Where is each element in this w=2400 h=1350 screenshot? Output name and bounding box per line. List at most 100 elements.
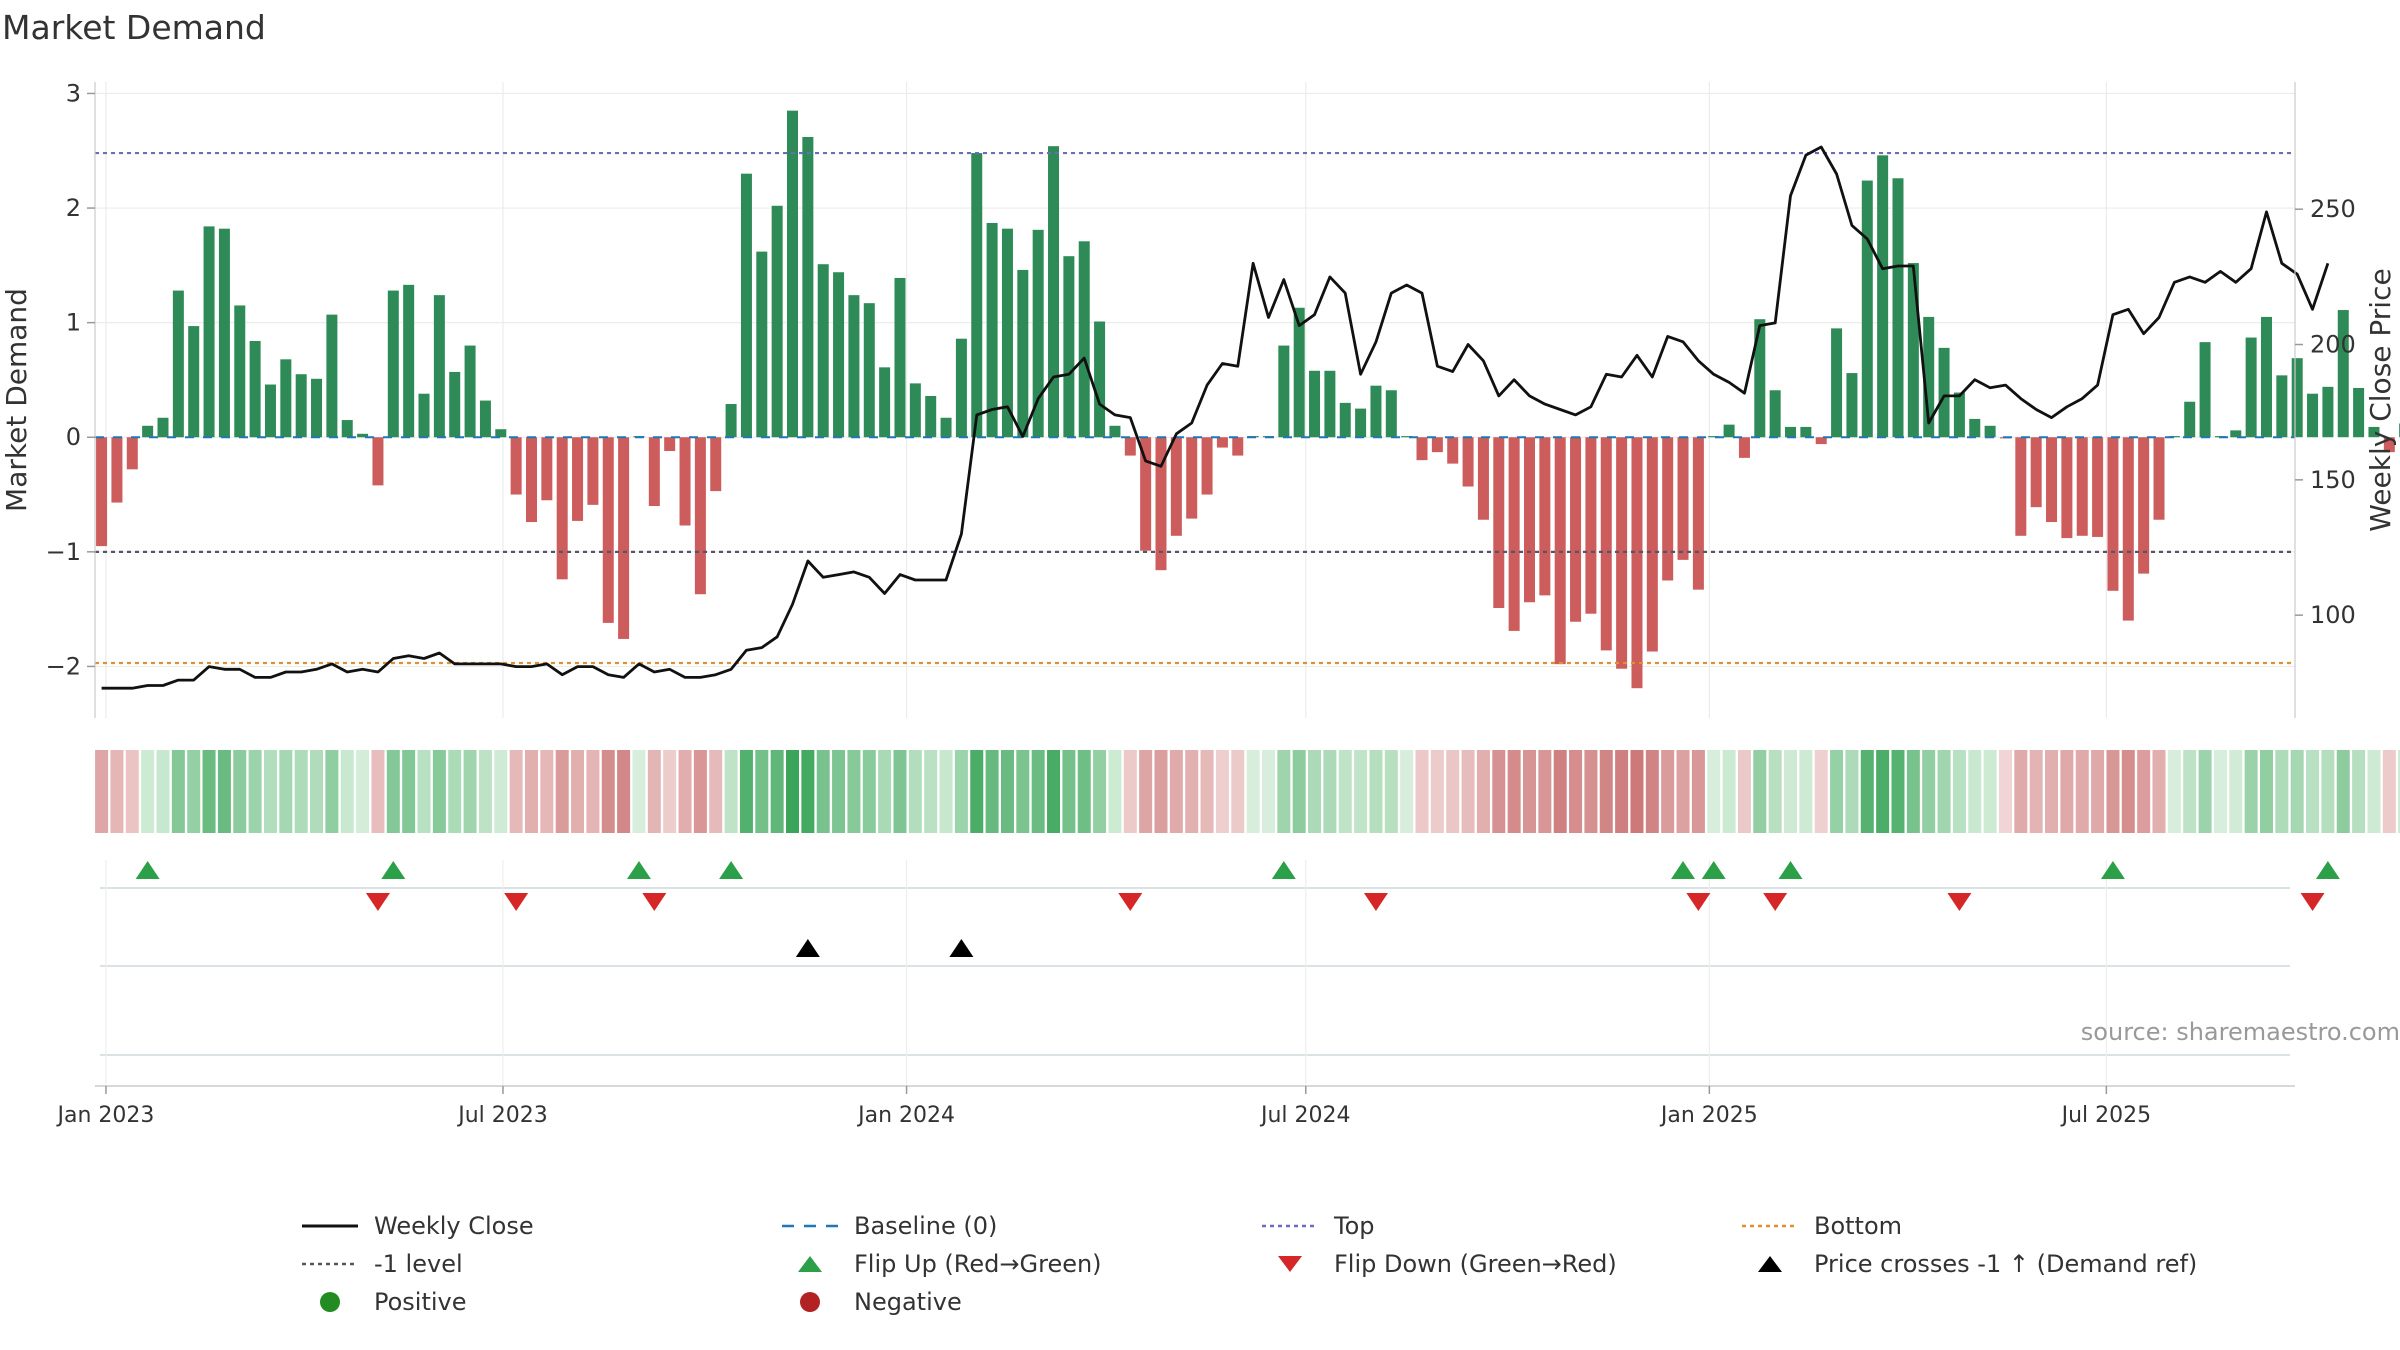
demand-bar-positive [2307, 393, 2319, 438]
legend-label: Positive [374, 1288, 467, 1316]
heat-cell [1952, 750, 1966, 833]
heat-cell [171, 750, 185, 833]
x-tick-label: Jan 2023 [56, 1103, 155, 1128]
demand-bar-negative [541, 437, 553, 501]
demand-bar-positive [1877, 155, 1889, 438]
demand-bar-positive [218, 228, 230, 438]
demand-bar-negative [587, 437, 599, 505]
heat-cell [233, 750, 247, 833]
heat-cell [1169, 750, 1183, 833]
demand-bar-negative [710, 437, 722, 492]
heat-cell [1492, 750, 1506, 833]
price-cross-marker [949, 939, 974, 957]
demand-bar-positive [802, 137, 814, 438]
heat-cell [2137, 750, 2151, 833]
heat-cell [1876, 750, 1890, 833]
demand-bar-positive [756, 251, 768, 438]
y-tick-label: −1 [46, 538, 81, 566]
demand-bar-positive [264, 384, 276, 438]
demand-bar-positive [955, 338, 967, 438]
demand-bar-positive [341, 420, 353, 438]
heat-cell [325, 750, 339, 833]
demand-bar-positive [1938, 347, 1950, 438]
weekly-close-line [101, 145, 2330, 690]
heat-cell [801, 750, 815, 833]
flip-up-marker [1271, 861, 1296, 879]
demand-bar-positive [1861, 180, 1873, 438]
demand-bar-positive [1370, 385, 1382, 438]
legend-swatch [1758, 1256, 1782, 1272]
demand-bar-positive [311, 378, 323, 438]
heat-cell [1553, 750, 1567, 833]
heat-cell [878, 750, 892, 833]
heat-cell [1799, 750, 1813, 833]
x-tick-label: Jan 2024 [856, 1103, 955, 1128]
y2-axis-label: Weekly Close Price [2364, 268, 2397, 531]
demand-bar-positive [433, 295, 445, 438]
heat-cell [954, 750, 968, 833]
demand-bar-negative [556, 437, 568, 580]
heat-cell [1998, 750, 2012, 833]
demand-bar-positive [2230, 430, 2242, 438]
legend-item: Bottom [1740, 1208, 1902, 1244]
demand-bar-negative [1462, 437, 1474, 487]
heat-cell [1215, 750, 1229, 833]
heat-cell [509, 750, 523, 833]
demand-bar-negative [2107, 437, 2119, 591]
demand-bar-negative [602, 437, 614, 623]
heat-cell [1676, 750, 1690, 833]
heat-cell [1538, 750, 1552, 833]
demand-bar-positive [2245, 337, 2257, 438]
chart-title: Market Demand [2, 8, 266, 47]
demand-bar-negative [572, 437, 584, 521]
flip-down-marker [642, 893, 667, 911]
heat-cell [632, 750, 646, 833]
y-tick-label: 1 [66, 309, 81, 337]
flip-down-marker [2300, 893, 2325, 911]
demand-bar-positive [1723, 424, 1735, 438]
flip-up-marker [135, 861, 160, 879]
heat-cell [2398, 750, 2400, 833]
demand-bar-positive [2199, 342, 2211, 438]
heat-cell [617, 750, 631, 833]
heat-cell [571, 750, 585, 833]
heat-cell [1922, 750, 1936, 833]
demand-bar-negative [1600, 437, 1612, 651]
x-tick-label: Jul 2023 [456, 1103, 548, 1128]
demand-bar-negative [1646, 437, 1658, 652]
legend-item: Weekly Close [300, 1208, 534, 1244]
demand-bar-negative [1186, 437, 1198, 519]
heat-cell [2336, 750, 2350, 833]
heat-cell [1031, 750, 1045, 833]
demand-bar-negative [1140, 437, 1152, 551]
heat-cell [2121, 750, 2135, 833]
demand-bar-positive [2368, 426, 2380, 438]
y-axis-label: Market Demand [0, 288, 33, 512]
flip-down-marker [365, 893, 390, 911]
heat-cell [1277, 750, 1291, 833]
source-note: source: sharemaestro.com [2080, 1018, 2400, 1046]
demand-bar-positive [1769, 390, 1781, 438]
demand-bar-negative [1124, 437, 1136, 456]
heat-cell [1062, 750, 1076, 833]
legend-label: Bottom [1814, 1212, 1903, 1240]
y2-tick-label: 200 [2310, 331, 2356, 359]
demand-bar-negative [1523, 437, 1535, 603]
demand-bar-positive [479, 400, 491, 438]
demand-bar-negative [372, 437, 384, 486]
demand-bar-negative [1170, 437, 1182, 536]
heat-cell [709, 750, 723, 833]
demand-bar-positive [1032, 229, 1044, 438]
demand-bar-positive [1401, 436, 1413, 438]
legend-item: Positive [300, 1284, 467, 1320]
heat-cell [417, 750, 431, 833]
demand-bar-negative [2076, 437, 2088, 536]
demand-bar-negative [1232, 437, 1244, 456]
heat-cell [2167, 750, 2181, 833]
heat-cell [1154, 750, 1168, 833]
demand-bar-negative [1447, 437, 1459, 464]
heat-cell [1615, 750, 1629, 833]
demand-bar-positive [909, 383, 921, 438]
heat-cell [832, 750, 846, 833]
demand-bar-positive [172, 290, 184, 438]
